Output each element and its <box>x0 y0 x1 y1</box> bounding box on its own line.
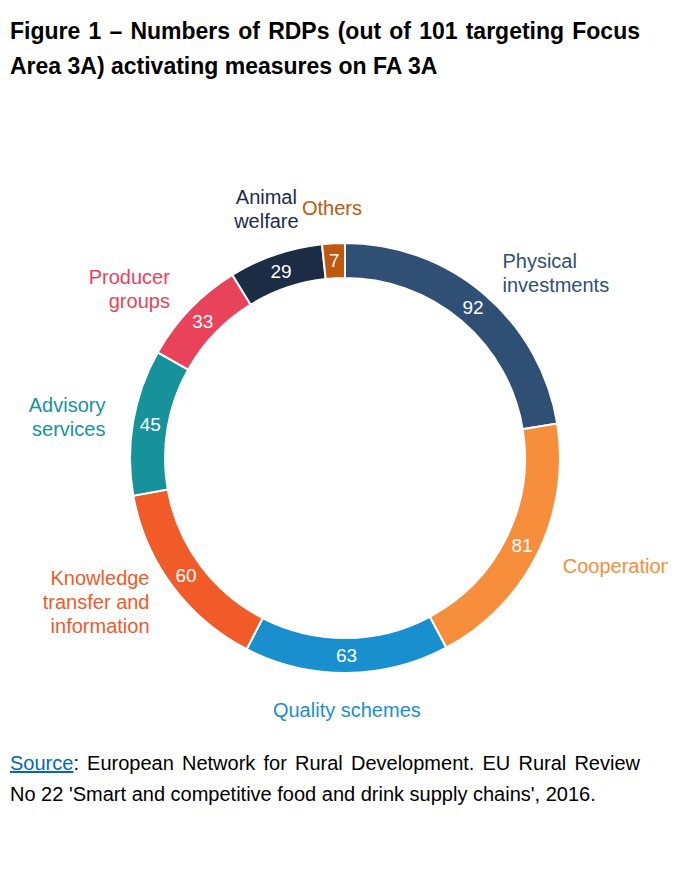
svg-text:Cooperation: Cooperation <box>563 555 668 577</box>
svg-text:7: 7 <box>329 250 340 271</box>
svg-text:Others: Others <box>302 197 362 219</box>
svg-text:81: 81 <box>511 535 532 556</box>
html-text:Figure 1 – Numbers of RDPs (ou: Figure 1 – Numbers of RDPs (out of 101 t… <box>10 18 640 79</box>
svg-text:33: 33 <box>192 311 213 332</box>
svg-text:45: 45 <box>140 414 161 435</box>
svg-text:Knowledgetransfer andinformati: Knowledgetransfer andinformation <box>43 567 150 637</box>
svg-text:Quality schemes: Quality schemes <box>273 699 421 721</box>
svg-text:Advisoryservices: Advisoryservices <box>29 394 106 440</box>
svg-text:60: 60 <box>176 565 197 586</box>
svg-text:Physicalinvestments: Physicalinvestments <box>502 250 609 296</box>
svg-text:Animalwelfare: Animalwelfare <box>233 186 298 232</box>
svg-text:92: 92 <box>462 297 483 318</box>
html-text:Source: European Network for R: Source: European Network for Rural Devel… <box>10 752 640 805</box>
svg-text:63: 63 <box>336 645 357 666</box>
svg-text:Producergroups: Producergroups <box>89 266 170 312</box>
svg-text:29: 29 <box>271 261 292 282</box>
